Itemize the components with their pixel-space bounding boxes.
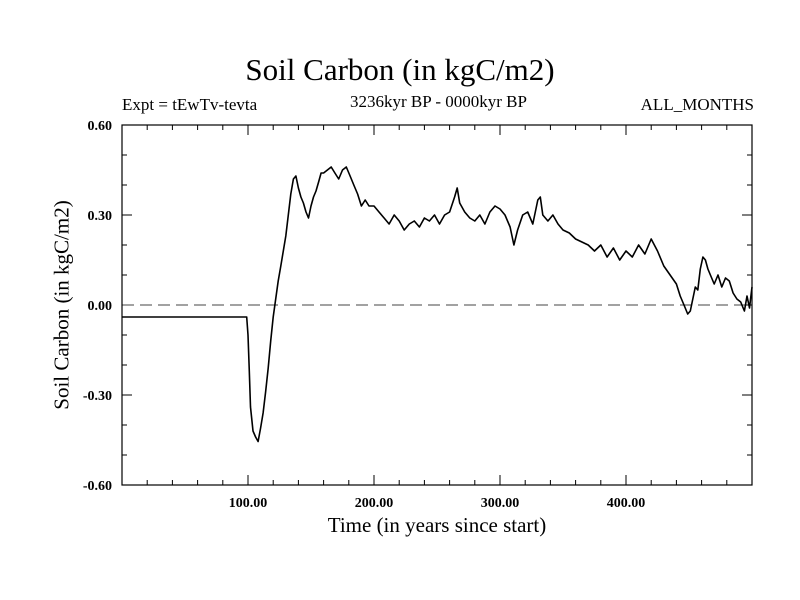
x-tick-label: 100.00 — [229, 496, 268, 511]
y-tick-label: -0.30 — [83, 389, 112, 404]
x-tick-label: 300.00 — [481, 496, 520, 511]
chart-title: Soil Carbon (in kgC/m2) — [245, 52, 555, 87]
x-tick-label: 200.00 — [355, 496, 394, 511]
y-tick-label: 0.60 — [88, 119, 113, 134]
axes-ticks — [122, 125, 752, 485]
plot-frame — [121, 124, 753, 486]
x-axis-label: Time (in years since start) — [327, 513, 547, 537]
y-axis-label: Soil Carbon (in kgC/m2) — [49, 200, 74, 410]
period-label: 3236kyr BP - 0000kyr BP — [350, 92, 527, 111]
tick-labels: 100.00 200.00 300.00 400.00 -0.60 -0.30 0.00 0.… — [83, 119, 645, 511]
y-tick-label: 0.00 — [88, 299, 113, 314]
y-tick-label: 0.30 — [88, 209, 113, 224]
months-label: ALL_MONTHS — [640, 95, 754, 114]
experiment-label: Expt = tEwTv-tevta — [122, 95, 258, 114]
y-tick-label: -0.60 — [83, 479, 112, 494]
series-line-soil-carbon — [122, 166, 753, 443]
x-tick-label: 400.00 — [607, 496, 646, 511]
